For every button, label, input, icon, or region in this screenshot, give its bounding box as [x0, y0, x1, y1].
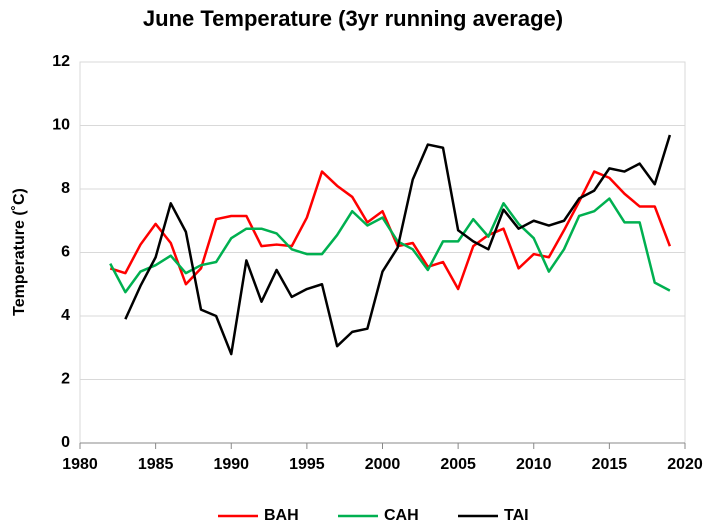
- x-tick-label: 2010: [516, 456, 552, 473]
- legend-label: CAH: [384, 507, 419, 524]
- x-tick-label: 1990: [213, 456, 249, 473]
- y-tick-label: 2: [61, 371, 70, 388]
- x-tick-label: 2020: [667, 456, 703, 473]
- line: [109, 197, 671, 294]
- y-tick-label: 10: [52, 117, 70, 134]
- legend-label: TAI: [504, 507, 529, 524]
- x-tick-label: 2000: [365, 456, 401, 473]
- y-tick-label: 0: [61, 434, 70, 451]
- chart-title: June Temperature (3yr running average): [143, 6, 563, 31]
- x-tick-label: 1985: [138, 456, 174, 473]
- line: [124, 134, 672, 356]
- x-tick-label: 1980: [62, 456, 98, 473]
- x-tick-label: 2005: [440, 456, 476, 473]
- y-tick-label: 4: [61, 307, 70, 324]
- y-axis-label: Temperature (˚C): [11, 188, 28, 316]
- x-tick-label: 1995: [289, 456, 325, 473]
- y-tick-label: 12: [52, 53, 70, 70]
- y-tick-label: 6: [61, 244, 70, 261]
- y-tick-label: 8: [61, 180, 70, 197]
- legend-label: BAH: [264, 507, 299, 524]
- x-tick-label: 2015: [592, 456, 628, 473]
